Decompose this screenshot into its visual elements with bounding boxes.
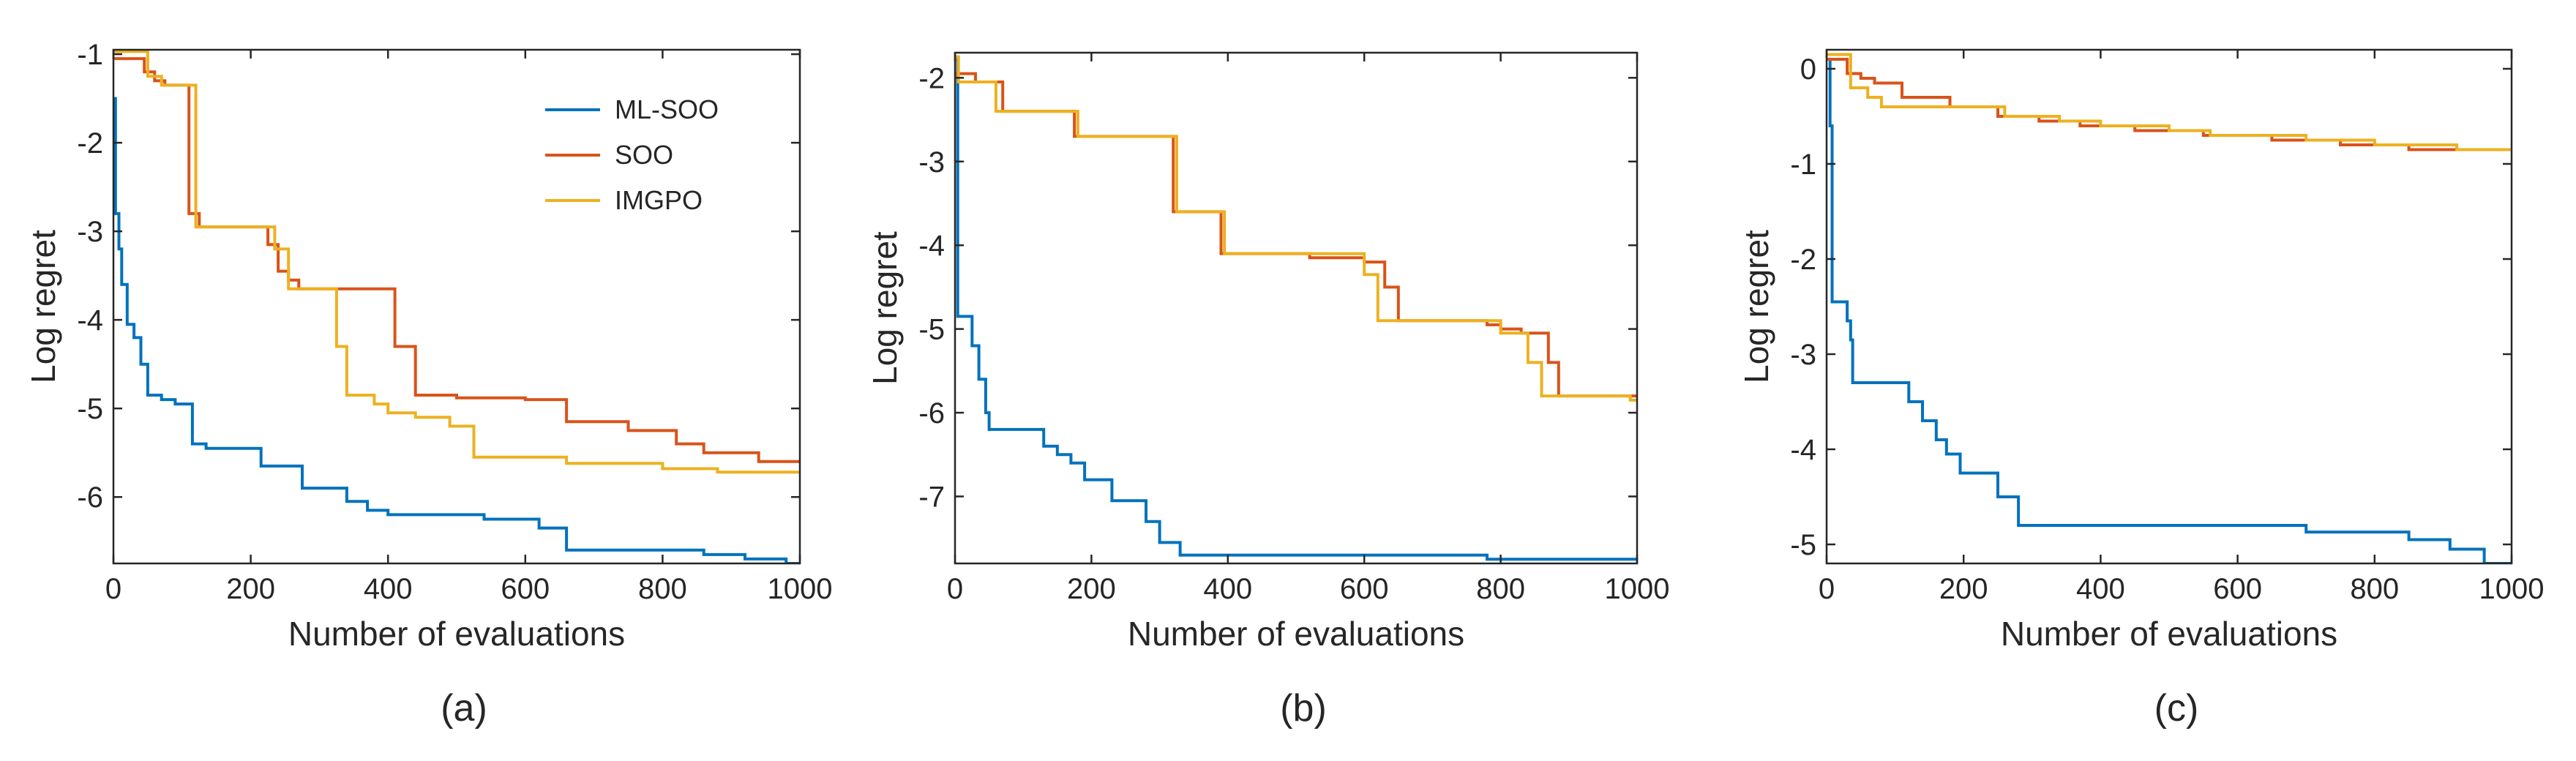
y-tick-label: -1 bbox=[77, 39, 103, 71]
x-tick-label: 400 bbox=[1203, 573, 1252, 605]
y-tick-label: -4 bbox=[77, 304, 103, 337]
series-line-ml-soo bbox=[1827, 58, 2512, 563]
legend: ML-SOO SOO IMGPO bbox=[545, 94, 719, 215]
x-tick-label: 600 bbox=[1340, 573, 1389, 605]
series-line-ml-soo bbox=[955, 55, 1637, 561]
x-axis-title: Number of evaluations bbox=[2001, 615, 2337, 653]
legend-label-imgpo: IMGPO bbox=[615, 185, 703, 215]
series-line-imgpo bbox=[955, 55, 1637, 402]
y-tick-label: -1 bbox=[1790, 149, 1816, 181]
panel-a: 0 200 400 600 800 1000 -1 -2 -3 -4 -5 -6 Number of e… bbox=[24, 39, 832, 730]
plot-frame bbox=[954, 51, 1639, 565]
x-tick-label: 1000 bbox=[768, 573, 833, 605]
y-tick-label: -3 bbox=[77, 216, 103, 248]
x-tick-label: 600 bbox=[501, 573, 550, 605]
x-tick-label: 1000 bbox=[1605, 573, 1670, 605]
y-tick-label: -5 bbox=[918, 314, 945, 346]
panel-caption: (b) bbox=[1280, 687, 1327, 730]
series-line-ml-soo bbox=[113, 97, 800, 563]
legend-label-soo: SOO bbox=[615, 140, 673, 170]
panel-b: 0 200 400 600 800 1000 -2 -3 -4 -5 -6 -7 Number of e… bbox=[866, 51, 1670, 730]
x-tick-label: 600 bbox=[2213, 573, 2262, 605]
x-tick-label: 1000 bbox=[2479, 573, 2545, 605]
x-tick-label: 200 bbox=[1067, 573, 1116, 605]
plot-frame bbox=[112, 48, 801, 565]
series-group bbox=[1827, 53, 2512, 563]
x-tick-label: 200 bbox=[226, 573, 275, 605]
x-tick-label: 800 bbox=[1476, 573, 1525, 605]
y-tick-label: 0 bbox=[1800, 53, 1816, 86]
panel-caption: (c) bbox=[2154, 687, 2199, 730]
y-tick-label: -4 bbox=[1790, 434, 1816, 466]
y-tick-label: -3 bbox=[918, 146, 945, 179]
x-axis-title: Number of evaluations bbox=[288, 615, 625, 653]
x-tick-label: 800 bbox=[2350, 573, 2399, 605]
y-axis-title: Log regret bbox=[866, 231, 904, 385]
x-tick-label: 400 bbox=[364, 573, 413, 605]
panel-caption: (a) bbox=[441, 687, 487, 730]
series-line-imgpo bbox=[113, 50, 800, 474]
x-tick-label: 200 bbox=[1939, 573, 1988, 605]
panel-c: 0 200 400 600 800 1000 0 -1 -2 -3 -4 -5 Number of ev… bbox=[1737, 48, 2545, 730]
x-tick-label: 0 bbox=[1819, 573, 1835, 605]
plot-frame bbox=[1825, 48, 2513, 565]
y-tick-label: -2 bbox=[77, 127, 103, 160]
series-line-soo bbox=[955, 72, 1637, 398]
series-group bbox=[955, 55, 1637, 561]
y-tick-label: -6 bbox=[918, 397, 945, 430]
y-tick-label: -5 bbox=[1790, 529, 1816, 561]
y-tick-label: -7 bbox=[918, 481, 945, 513]
series-line-soo bbox=[1827, 58, 2512, 151]
y-axis-title: Log regret bbox=[24, 230, 62, 383]
y-tick-label: -2 bbox=[1790, 244, 1816, 276]
x-axis-title: Number of evaluations bbox=[1128, 615, 1464, 653]
y-tick-label: -2 bbox=[918, 62, 945, 94]
x-tick-label: 0 bbox=[105, 573, 121, 605]
x-tick-label: 800 bbox=[638, 573, 687, 605]
legend-label-ml-soo: ML-SOO bbox=[615, 94, 719, 124]
series-line-imgpo bbox=[1827, 53, 2512, 151]
y-tick-label: -6 bbox=[77, 481, 103, 514]
x-tick-label: 400 bbox=[2076, 573, 2125, 605]
series-group bbox=[113, 50, 800, 563]
x-tick-label: 0 bbox=[947, 573, 963, 605]
y-tick-label: -4 bbox=[918, 230, 945, 262]
y-tick-label: -5 bbox=[77, 393, 103, 425]
y-axis-title: Log regret bbox=[1737, 230, 1775, 383]
y-tick-label: -3 bbox=[1790, 339, 1816, 371]
